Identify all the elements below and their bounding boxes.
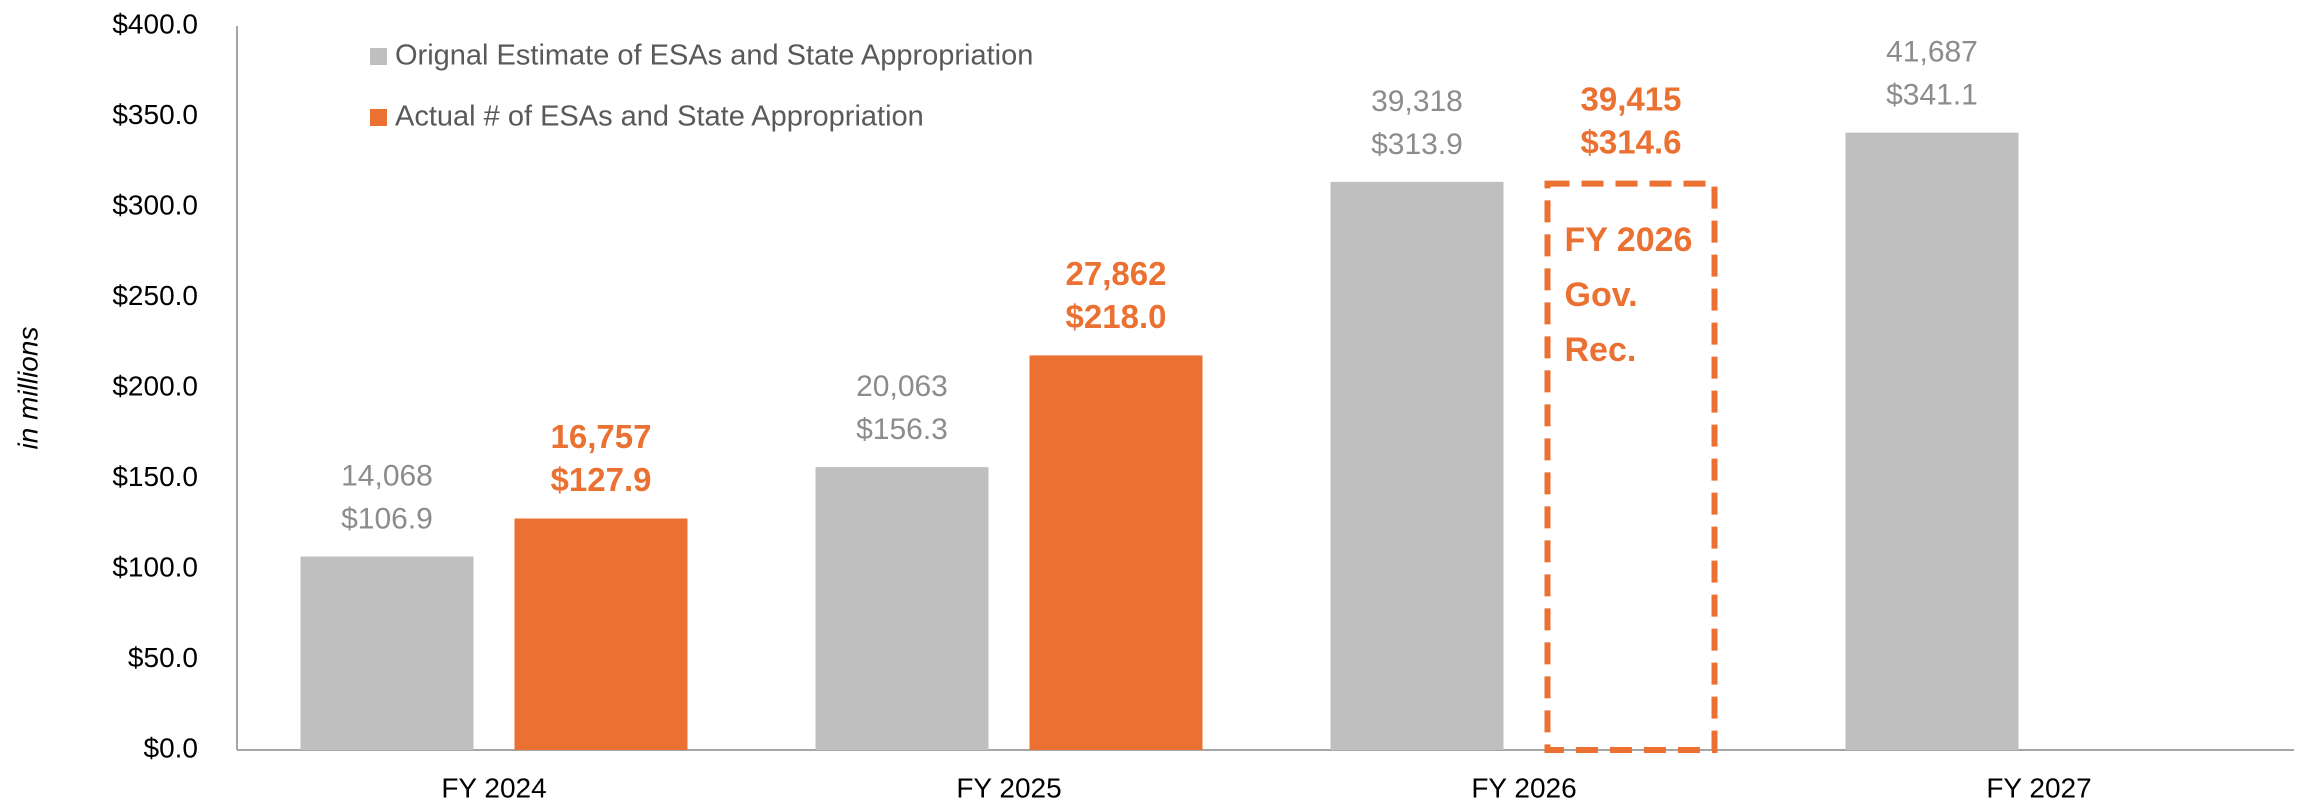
y-axis-label: in millions [12, 327, 43, 450]
legend-label: Actual # of ESAs and State Appropriation [395, 101, 924, 133]
legend-label: Orignal Estimate of ESAs and State Appro… [395, 40, 1033, 72]
bar-outline [1544, 180, 1718, 754]
value-label: $314.6 [1581, 123, 1682, 160]
x-tick-label: FY 2027 [1986, 772, 2091, 803]
bar [1330, 181, 1504, 750]
count-label: 14,068 [341, 459, 433, 492]
count-label: 16,757 [551, 418, 652, 455]
count-label: 27,862 [1066, 255, 1167, 292]
legend-swatch [370, 109, 387, 126]
annotation: Rec. [1565, 331, 1637, 369]
legend-swatch [370, 48, 387, 65]
x-tick-label: FY 2026 [1471, 772, 1576, 803]
y-tick-label: $100.0 [112, 551, 198, 582]
value-label: $218.0 [1066, 298, 1167, 335]
bar [514, 518, 688, 750]
y-tick-label: $150.0 [112, 461, 198, 492]
annotation: FY 2026 [1565, 221, 1693, 259]
value-label: $341.1 [1886, 79, 1978, 112]
y-tick-label: $400.0 [112, 8, 198, 39]
y-tick-label: $350.0 [112, 99, 198, 130]
x-tick-label: FY 2024 [441, 772, 546, 803]
annotation: Gov. [1565, 276, 1638, 314]
y-tick-label: $200.0 [112, 370, 198, 401]
bar [1845, 132, 2019, 750]
count-label: 39,318 [1371, 85, 1463, 118]
value-label: $313.9 [1371, 128, 1463, 161]
y-tick-label: $0.0 [144, 732, 199, 763]
y-tick-label: $50.0 [128, 642, 198, 673]
value-label: $127.9 [551, 461, 652, 498]
bar [815, 467, 989, 750]
y-tick-label: $250.0 [112, 280, 198, 311]
y-tick-label: $300.0 [112, 189, 198, 220]
x-tick-label: FY 2025 [956, 772, 1061, 803]
value-label: $106.9 [341, 502, 433, 535]
count-label: 41,687 [1886, 36, 1978, 69]
count-label: 20,063 [856, 370, 948, 403]
bar [300, 556, 474, 750]
value-label: $156.3 [856, 413, 948, 446]
bar [1029, 355, 1203, 750]
count-label: 39,415 [1581, 80, 1682, 117]
